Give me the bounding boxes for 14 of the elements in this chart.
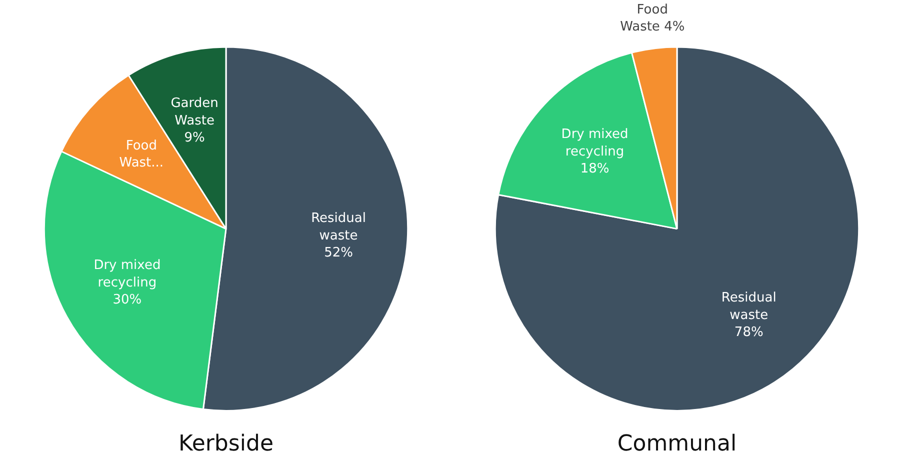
slice-label: Garden Waste [170, 96, 218, 128]
data-label: 52% [324, 246, 353, 261]
slice-label: Food Waste 4% [620, 2, 685, 35]
slice-label: Residual waste [311, 211, 366, 244]
data-label: 18% [580, 162, 610, 177]
slice-label: Dry mixed recycling [94, 258, 161, 290]
data-label: 9% [184, 130, 205, 146]
text: Communal [617, 432, 737, 456]
text: Kerbside [178, 432, 274, 456]
data-label: 30% [112, 292, 142, 308]
slice-label: Food Wast... [119, 138, 164, 171]
slice-label: Dry mixed recycling [561, 127, 628, 160]
data-label: 78% [734, 325, 764, 340]
slice-label: Residual waste [721, 290, 776, 323]
